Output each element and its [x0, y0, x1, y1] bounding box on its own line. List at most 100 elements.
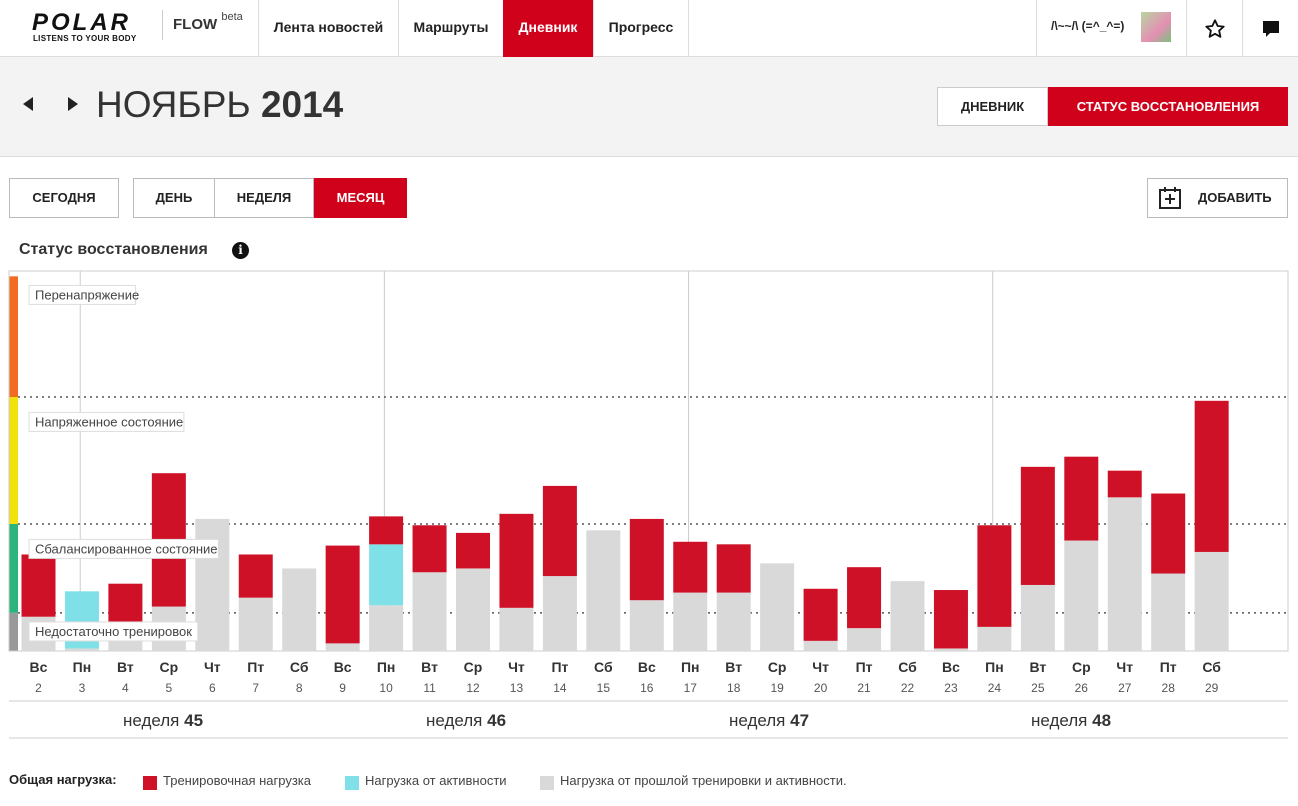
- bar-segment: [933, 648, 968, 651]
- bar-segment: [1064, 540, 1099, 651]
- bar-segment: [673, 592, 708, 651]
- tick-label-date: 16: [640, 681, 654, 695]
- bar-segment: [803, 640, 838, 651]
- tick-label-day: Ср: [768, 659, 787, 675]
- info-icon[interactable]: i: [232, 242, 249, 259]
- zone-label: Недостаточно тренировок: [35, 624, 192, 639]
- legend-swatch-training: [143, 776, 157, 790]
- day-button[interactable]: ДЕНЬ: [133, 178, 215, 218]
- today-button[interactable]: СЕГОДНЯ: [9, 178, 119, 218]
- tick-label-date: 13: [510, 681, 524, 695]
- zone-stripe: [9, 524, 18, 613]
- polar-logo[interactable]: POLAR LISTENS TO YOUR BODY: [30, 9, 160, 45]
- zone-stripe: [9, 612, 18, 651]
- product-suffix: beta: [221, 11, 243, 23]
- bar-segment: [1151, 493, 1186, 574]
- year: 2014: [260, 84, 344, 125]
- week-button[interactable]: НЕДЕЛЯ: [214, 178, 314, 218]
- bar-segment: [456, 532, 490, 569]
- tick-label-date: 6: [209, 681, 216, 695]
- bar-segment: [847, 628, 882, 651]
- next-month-icon[interactable]: [68, 97, 78, 111]
- tick-label-date: 4: [122, 681, 129, 695]
- tick-label-date: 2: [35, 681, 42, 695]
- tick-label-date: 14: [553, 681, 567, 695]
- product-name: FLOW: [173, 16, 218, 33]
- bar-segment: [325, 545, 360, 644]
- tick-label-date: 8: [296, 681, 303, 695]
- tick-label-date: 19: [770, 681, 784, 695]
- tick-label-day: Сб: [290, 659, 309, 675]
- favorites-button[interactable]: [1186, 0, 1242, 57]
- tick-label-day: Вт: [1029, 659, 1046, 675]
- bar-segment: [1020, 466, 1055, 585]
- bar-segment: [1064, 456, 1099, 541]
- week-label: неделя 46: [426, 711, 506, 730]
- tick-label-date: 3: [79, 681, 86, 695]
- tick-label-day: Ср: [160, 659, 179, 675]
- bar-segment: [64, 648, 99, 651]
- tick-label-date: 12: [466, 681, 480, 695]
- add-calendar-icon: [1159, 187, 1181, 209]
- bar-segment: [21, 554, 56, 617]
- user-profile[interactable]: /\~~/\ (=^_^=): [1036, 0, 1186, 57]
- messages-button[interactable]: [1242, 0, 1298, 57]
- bar-segment: [803, 588, 838, 641]
- bar-segment: [716, 592, 751, 651]
- tick-label-date: 23: [944, 681, 958, 695]
- recovery-status-button[interactable]: СТАТУС ВОССТАНОВЛЕНИЯ: [1048, 87, 1288, 126]
- chat-icon: [1262, 20, 1279, 37]
- legend-swatch-activity: [345, 776, 359, 790]
- tick-label-day: Вс: [942, 659, 960, 675]
- nav-routes[interactable]: Маршруты: [398, 0, 503, 57]
- section-title: Статус восстановления: [19, 241, 208, 258]
- tick-label-date: 15: [597, 681, 611, 695]
- tick-label-day: Сб: [898, 659, 917, 675]
- tick-label-date: 29: [1205, 681, 1219, 695]
- diary-view-button[interactable]: ДНЕВНИК: [937, 87, 1048, 126]
- nav-progress[interactable]: Прогресс: [593, 0, 689, 57]
- nav-feed[interactable]: Лента новостей: [258, 0, 398, 57]
- prev-month-icon[interactable]: [23, 97, 33, 111]
- avatar[interactable]: [1141, 12, 1171, 42]
- tick-label-day: Пн: [73, 659, 92, 675]
- month-button[interactable]: МЕСЯЦ: [314, 178, 407, 218]
- tick-label-day: Чт: [1116, 659, 1133, 675]
- logo-tagline: LISTENS TO YOUR BODY: [33, 34, 137, 43]
- bar-segment: [282, 568, 317, 651]
- zone-label-box: [28, 411, 185, 432]
- bar-segment: [977, 626, 1012, 651]
- zone-label: Перенапряжение: [35, 287, 139, 302]
- tick-label-date: 17: [684, 681, 698, 695]
- user-name: /\~~/\ (=^_^=): [1051, 19, 1125, 33]
- bar-segment: [412, 572, 447, 651]
- tick-label-day: Ср: [1072, 659, 1091, 675]
- tick-label-date: 7: [252, 681, 259, 695]
- tick-label-date: 18: [727, 681, 741, 695]
- bar-segment: [369, 605, 404, 651]
- tick-label-date: 10: [379, 681, 393, 695]
- nav-diary[interactable]: Дневник: [503, 0, 593, 57]
- page-title: НОЯБРЬ 2014: [96, 84, 343, 126]
- flow-product: FLOW beta: [162, 10, 243, 40]
- recovery-chart: Перенапряжение Напряженное состояние Сбала…: [8, 270, 1289, 739]
- tick-label-date: 26: [1075, 681, 1089, 695]
- zone-label-box: [28, 621, 199, 642]
- bar-segment: [1107, 497, 1142, 651]
- tick-label-day: Вт: [117, 659, 134, 675]
- bar-segment: [369, 516, 404, 545]
- tick-label-day: Вс: [334, 659, 352, 675]
- bar-segment: [325, 643, 360, 651]
- tick-label-date: 25: [1031, 681, 1045, 695]
- tick-label-day: Пт: [1160, 659, 1177, 675]
- tick-label-day: Сб: [594, 659, 613, 675]
- bar-segment: [195, 518, 230, 651]
- zone-stripe: [9, 276, 18, 397]
- month-header: НОЯБРЬ 2014 ДНЕВНИК СТАТУС ВОССТАНОВЛЕНИ…: [0, 57, 1298, 157]
- tick-label-day: Пн: [985, 659, 1004, 675]
- add-button[interactable]: ДОБАВИТЬ: [1147, 178, 1288, 218]
- bar-segment: [412, 525, 447, 573]
- bar-segment: [1194, 551, 1229, 651]
- bar-segment: [1194, 400, 1229, 552]
- tick-label-date: 20: [814, 681, 828, 695]
